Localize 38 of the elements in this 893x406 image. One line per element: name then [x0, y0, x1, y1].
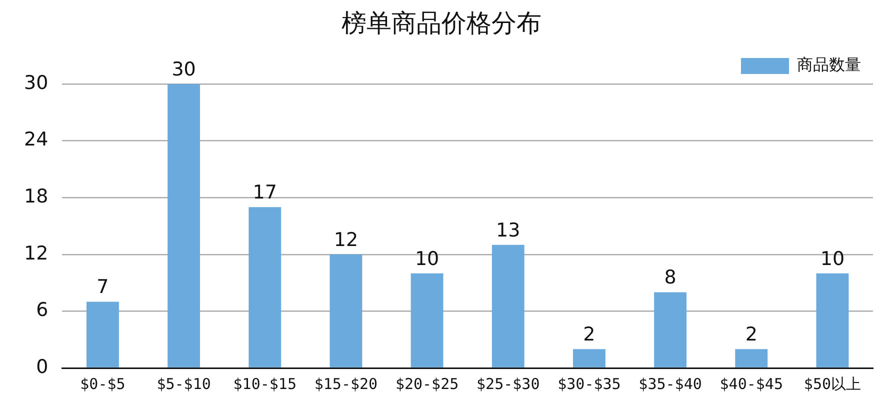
y-tick-label: 6	[36, 299, 48, 322]
y-tick-label: 24	[24, 128, 48, 151]
bar	[248, 207, 282, 368]
x-tick-label: $35-$40	[638, 374, 702, 393]
bar	[735, 349, 768, 368]
y-tick-label: 18	[24, 186, 48, 208]
x-tick-label: $50以上	[804, 374, 862, 393]
y-tick-label: 12	[24, 242, 48, 264]
bar	[816, 273, 849, 368]
y-tick-label: 30	[24, 72, 48, 94]
bar	[654, 292, 687, 368]
y-tick-label: 0	[36, 356, 48, 378]
x-tick-label: $15-$20	[314, 374, 378, 393]
bar	[86, 302, 119, 368]
data-label: 10	[414, 248, 440, 270]
data-label: 30	[172, 58, 196, 80]
legend-label: 商品数量	[797, 55, 861, 74]
data-label: 13	[496, 219, 520, 242]
data-label: 10	[820, 248, 845, 270]
x-tick-label: $30-$35	[558, 374, 621, 393]
chart-title: 榜单商品价格分布	[342, 8, 542, 38]
data-label: 2	[745, 324, 758, 346]
x-tick-label: $40-$45	[720, 374, 783, 393]
bar	[330, 254, 362, 368]
x-tick-label: $20-$25	[395, 374, 459, 393]
data-label: 8	[664, 266, 676, 289]
x-tick-label: $10-$15	[233, 374, 296, 393]
bar	[168, 84, 200, 368]
x-tick-label: $0-$5	[80, 374, 126, 393]
data-label: 2	[583, 324, 596, 346]
data-label: 17	[252, 182, 277, 204]
bar	[492, 244, 524, 368]
x-tick-label: $25-$30	[476, 374, 540, 393]
bar	[572, 349, 606, 368]
bar	[410, 273, 444, 368]
x-tick-label: $5-$10	[156, 374, 211, 393]
data-label: 7	[96, 276, 109, 298]
data-label: 12	[334, 228, 358, 251]
